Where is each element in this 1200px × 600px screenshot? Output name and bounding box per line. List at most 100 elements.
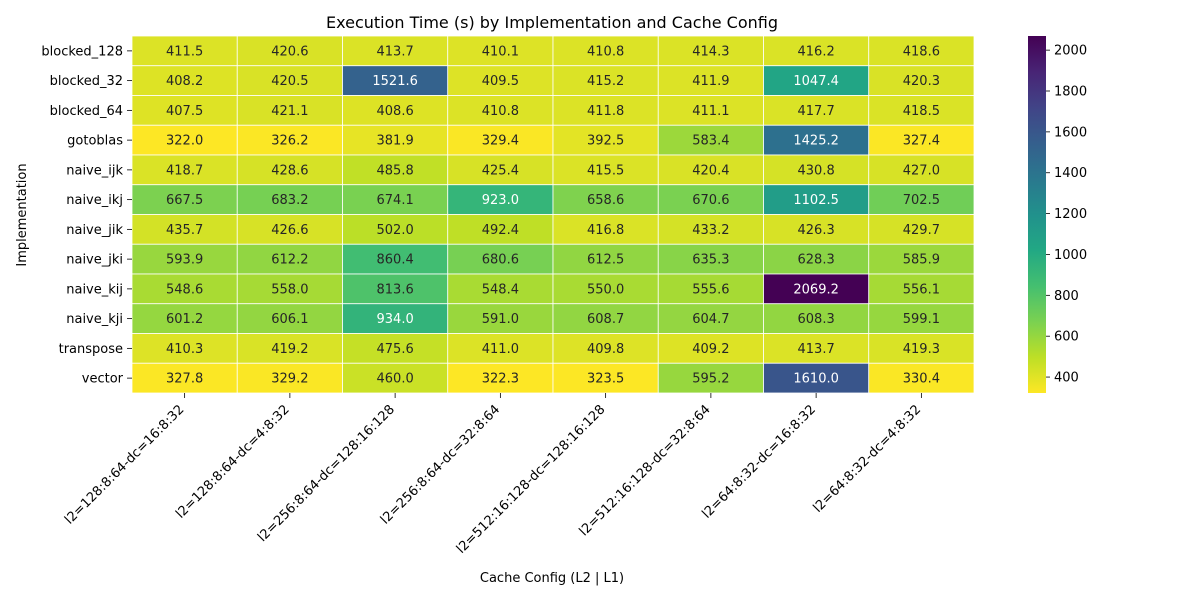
cell-value-label: 674.1	[377, 193, 414, 208]
cell-value-label: 923.0	[482, 193, 519, 208]
heatmap-cell	[868, 95, 975, 126]
heatmap-cell	[131, 362, 238, 394]
cell-value-label: 326.2	[271, 134, 308, 149]
heatmap-cell	[342, 273, 449, 305]
heatmap-cell	[236, 35, 343, 67]
cell-value-label: 415.5	[587, 163, 624, 178]
heatmap-cell	[657, 95, 764, 126]
cell-value-label: 604.7	[692, 312, 729, 327]
cell-value-label: 327.4	[903, 134, 940, 149]
heatmap-cell	[763, 95, 870, 126]
cell-value-label: 327.8	[166, 372, 203, 387]
cell-value-label: 426.6	[271, 223, 308, 238]
cell-value-label: 548.4	[482, 282, 519, 297]
cell-value-label: 413.7	[798, 342, 835, 357]
cell-value-label: 492.4	[482, 223, 519, 238]
heatmap-cell	[657, 362, 764, 394]
cell-value-label: 813.6	[377, 282, 414, 297]
heatmap-cell	[131, 303, 238, 334]
colorbar-gradient	[1028, 36, 1046, 393]
cell-value-label: 608.7	[587, 312, 624, 327]
cell-value-label: 420.4	[692, 163, 729, 178]
heatmap-cell	[763, 124, 870, 156]
heatmap-cell	[342, 124, 449, 156]
x-tick-label: l2=64:8:32-dc=4:8:32	[811, 402, 925, 516]
cell-value-label: 410.3	[166, 342, 203, 357]
heatmap-cell	[763, 303, 870, 334]
cell-value-label: 670.6	[692, 193, 729, 208]
cell-value-label: 417.7	[798, 104, 835, 119]
cell-value-label: 612.5	[587, 253, 624, 268]
heatmap-cell	[447, 65, 554, 96]
cell-value-label: 413.7	[377, 44, 414, 59]
cell-value-label: 606.1	[271, 312, 308, 327]
cell-value-label: 408.2	[166, 74, 203, 89]
cell-value-label: 601.2	[166, 312, 203, 327]
cell-value-label: 860.4	[377, 253, 414, 268]
colorbar-tick-label: 1200	[1054, 207, 1087, 222]
y-axis-label: Implementation	[15, 163, 30, 266]
cell-value-label: 1521.6	[372, 74, 418, 89]
cell-value-label: 414.3	[692, 44, 729, 59]
cell-value-label: 2069.2	[793, 282, 839, 297]
cell-value-label: 415.2	[587, 74, 624, 89]
heatmap-cell	[552, 184, 659, 215]
colorbar-tick-label: 1000	[1054, 248, 1087, 263]
cell-value-label: 407.5	[166, 104, 203, 119]
heatmap-cell	[657, 65, 764, 96]
y-tick-label: gotoblas	[67, 134, 123, 149]
cell-value-label: 429.7	[903, 223, 940, 238]
heatmap-cell	[763, 362, 870, 394]
cell-value-label: 416.8	[587, 223, 624, 238]
cell-value-label: 418.7	[166, 163, 203, 178]
heatmap-cell	[342, 303, 449, 334]
cell-value-label: 558.0	[271, 282, 308, 297]
cell-value-label: 593.9	[166, 253, 203, 268]
cell-value-label: 427.0	[903, 163, 940, 178]
cell-value-label: 934.0	[377, 312, 414, 327]
heatmap-cell	[236, 333, 343, 364]
cell-value-label: 411.9	[692, 74, 729, 89]
cell-value-label: 409.8	[587, 342, 624, 357]
heatmap-cell	[868, 214, 975, 245]
heatmap-cell	[657, 214, 764, 245]
heatmap-cell	[552, 333, 659, 364]
heatmap-cell	[342, 95, 449, 126]
cell-value-label: 410.8	[587, 44, 624, 59]
heatmap-cell	[342, 184, 449, 215]
cell-value-label: 409.2	[692, 342, 729, 357]
cell-value-label: 420.3	[903, 74, 940, 89]
colorbar-tick-label: 2000	[1054, 44, 1087, 59]
cell-value-label: 683.2	[271, 193, 308, 208]
heatmap-cell	[447, 303, 554, 334]
heatmap-cell	[552, 243, 659, 275]
cell-value-label: 667.5	[166, 193, 203, 208]
x-tick-label: l2=64:8:32-dc=16:8:32	[699, 402, 819, 522]
cell-value-label: 421.1	[271, 104, 308, 119]
cell-value-label: 555.6	[692, 282, 729, 297]
cell-value-label: 658.6	[587, 193, 624, 208]
heatmap-cell	[868, 184, 975, 215]
heatmap-cell	[657, 184, 764, 215]
cell-value-label: 435.7	[166, 223, 203, 238]
cell-value-label: 425.4	[482, 163, 519, 178]
heatmap-cell	[342, 35, 449, 67]
cell-value-label: 1102.5	[793, 193, 839, 208]
y-tick-label: blocked_128	[41, 44, 123, 59]
heatmap-cell	[657, 273, 764, 305]
cell-value-label: 329.2	[271, 372, 308, 387]
heatmap-cells: 411.5 420.6 413.7 410.1 410.8 414.3 416.2 418.6…	[131, 35, 975, 394]
y-tick-label: naive_kji	[66, 312, 123, 327]
cell-value-label: 702.5	[903, 193, 940, 208]
heatmap-cell	[236, 95, 343, 126]
heatmap-cell	[868, 243, 975, 275]
colorbar-tick-label: 1400	[1054, 166, 1087, 181]
heatmap-cell	[763, 214, 870, 245]
heatmap-cell	[763, 154, 870, 186]
x-axis-label: Cache Config (L2 | L1)	[480, 571, 624, 586]
heatmap-cell	[447, 95, 554, 126]
heatmap-cell	[868, 303, 975, 334]
colorbar-tick-label: 800	[1054, 289, 1079, 304]
cell-value-label: 635.3	[692, 253, 729, 268]
